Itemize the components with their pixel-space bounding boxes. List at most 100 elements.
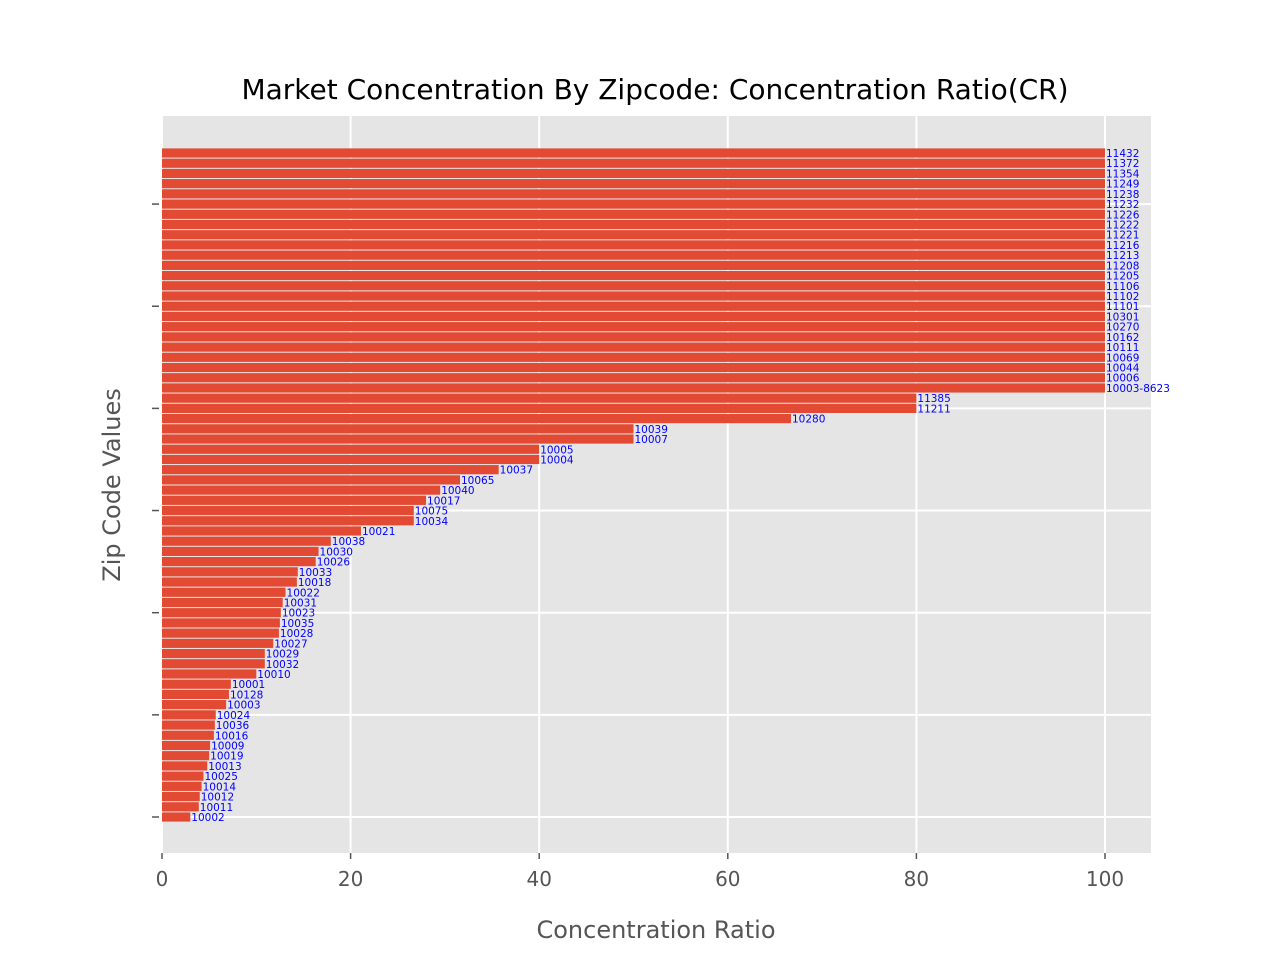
bar-label: 11213 <box>1106 250 1139 262</box>
bar-label: 10016 <box>215 730 249 742</box>
bar-label: 11101 <box>1106 301 1139 313</box>
bar <box>162 771 204 781</box>
bar <box>162 342 1105 352</box>
bar-label: 10003 <box>227 700 260 712</box>
bars <box>162 148 1105 822</box>
bar-label: 10003-8623 <box>1106 383 1170 395</box>
bar <box>162 679 231 689</box>
bar-label: 10030 <box>320 546 353 558</box>
bar-label: 10011 <box>200 802 233 814</box>
bar <box>162 230 1105 240</box>
bar-label: 11208 <box>1106 260 1139 272</box>
y-axis-ticks <box>152 203 159 818</box>
bar-label: 10162 <box>1106 332 1139 344</box>
bar <box>162 689 229 700</box>
bar <box>162 730 214 740</box>
bar-label: 11222 <box>1106 220 1139 232</box>
bar-label: 10001 <box>232 679 265 691</box>
bar <box>162 495 427 505</box>
bar <box>162 557 316 567</box>
bar <box>162 567 298 577</box>
bar <box>162 597 283 608</box>
bar-label: 11432 <box>1106 148 1139 160</box>
bar-label: 10037 <box>500 465 533 477</box>
bar <box>162 536 331 546</box>
bar-label: 10036 <box>216 720 250 732</box>
bar-label: 10044 <box>1106 363 1140 375</box>
bar-label: 10018 <box>298 577 331 589</box>
bar-label: 10111 <box>1106 342 1139 354</box>
bar <box>162 168 1105 179</box>
bar-label: 10002 <box>191 812 224 824</box>
bar <box>162 648 265 659</box>
bar <box>162 424 634 434</box>
bar-label: 10035 <box>281 618 314 630</box>
bar-label: 10017 <box>427 495 460 507</box>
bar <box>162 383 1105 393</box>
bar <box>162 444 540 454</box>
bar <box>162 148 1105 158</box>
bar-label: 11249 <box>1106 179 1139 191</box>
bar-label: 11211 <box>917 403 950 415</box>
bar <box>162 322 1105 332</box>
bar <box>162 546 319 556</box>
bar <box>162 179 1105 189</box>
bar <box>162 669 257 679</box>
bar-label: 10005 <box>540 444 573 456</box>
bar <box>162 189 1105 199</box>
bar-label: 11226 <box>1106 209 1140 221</box>
bar <box>162 740 211 751</box>
bar <box>162 638 274 648</box>
bar-label: 10128 <box>230 689 263 701</box>
bar <box>162 393 917 403</box>
bar <box>162 270 1105 281</box>
bar-label: 10280 <box>792 414 825 426</box>
bar-label: 11221 <box>1106 230 1139 242</box>
bar-label: 11232 <box>1106 199 1139 211</box>
bar-label: 10069 <box>1106 352 1139 364</box>
bar <box>162 362 1105 373</box>
bar <box>162 710 216 720</box>
bar <box>162 781 202 791</box>
bar-label: 10014 <box>203 781 237 793</box>
x-tick-label: 20 <box>338 867 363 891</box>
bar-label: 10024 <box>217 710 251 722</box>
bar <box>162 352 1105 362</box>
bar-label: 10009 <box>211 740 244 752</box>
x-tick-label: 60 <box>715 867 740 891</box>
bar-label: 10012 <box>201 792 234 804</box>
bar-label: 10007 <box>635 434 668 446</box>
x-tick-label: 100 <box>1086 867 1124 891</box>
bar <box>162 414 791 424</box>
bar <box>162 618 280 628</box>
bar-label: 10027 <box>274 638 307 650</box>
chart-title: Market Concentration By Zipcode: Concent… <box>241 73 1068 106</box>
bar <box>162 608 281 618</box>
bar-label: 11216 <box>1106 240 1140 252</box>
bar-label: 10039 <box>635 424 668 436</box>
bar <box>162 158 1105 168</box>
x-tick-label: 0 <box>156 867 169 891</box>
bar <box>162 802 199 812</box>
bar <box>162 199 1105 209</box>
x-axis-label: Concentration Ratio <box>536 916 775 944</box>
bar-label: 10013 <box>208 761 241 773</box>
bar-label: 10025 <box>204 771 237 783</box>
bar <box>162 720 215 730</box>
bar <box>162 526 361 536</box>
bar-label: 11238 <box>1106 189 1139 201</box>
bar <box>162 301 1105 311</box>
bar <box>162 505 414 516</box>
bar-label: 11385 <box>917 393 950 405</box>
bar <box>162 240 1105 250</box>
bar-label: 10010 <box>257 669 290 681</box>
bar-label: 11205 <box>1106 271 1139 283</box>
bar-label: 10032 <box>266 659 299 671</box>
bar <box>162 260 1105 270</box>
bar-label: 10065 <box>461 475 494 487</box>
bar <box>162 311 1105 322</box>
bar-label: 10040 <box>441 485 474 497</box>
bar <box>162 791 200 802</box>
bar <box>162 373 1105 383</box>
